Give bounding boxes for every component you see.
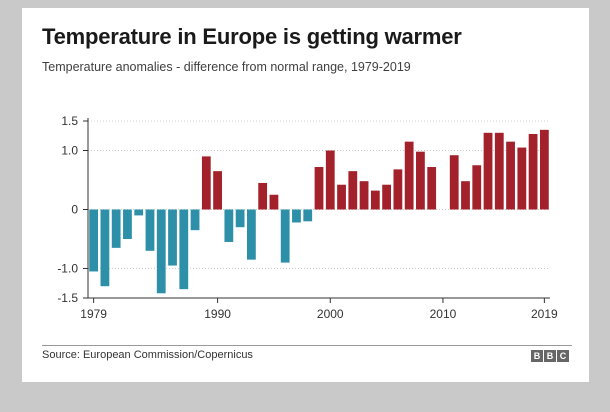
bar <box>179 209 189 290</box>
bar <box>292 209 301 223</box>
chart-card: Temperature in Europe is getting warmer … <box>22 8 589 382</box>
y-tick-label: -1.0 <box>57 262 78 276</box>
source-note: Source: European Commission/Copernicus <box>42 349 253 361</box>
bar <box>528 133 538 210</box>
bar <box>483 132 493 210</box>
bar <box>168 209 177 266</box>
bar <box>246 209 256 260</box>
bars <box>89 129 549 294</box>
bar <box>258 182 268 210</box>
bar <box>416 151 425 210</box>
logo-letter: B <box>544 350 556 362</box>
bar <box>100 209 110 287</box>
x-tick-label: 1990 <box>204 307 231 321</box>
bar <box>134 209 144 216</box>
bar <box>269 194 279 210</box>
bar <box>224 209 234 242</box>
bar <box>393 169 403 210</box>
bar <box>280 209 290 263</box>
bar <box>494 132 504 210</box>
bar <box>472 165 482 210</box>
bar <box>517 147 527 210</box>
bar <box>506 141 515 210</box>
bar <box>427 167 437 210</box>
bar <box>156 209 166 294</box>
bar <box>314 167 324 210</box>
bar <box>201 156 211 210</box>
bar <box>449 155 459 210</box>
bbc-logo: B B C <box>531 350 569 362</box>
x-tick-label: 2010 <box>430 307 457 321</box>
bar <box>382 184 392 210</box>
chart-title: Temperature in Europe is getting warmer <box>42 24 462 49</box>
bar <box>370 190 380 210</box>
bar <box>235 209 245 228</box>
bar <box>303 209 313 222</box>
bar <box>359 181 369 210</box>
logo-letter: B <box>531 350 543 362</box>
bar <box>213 171 222 210</box>
bar <box>404 141 414 210</box>
bar <box>539 129 549 210</box>
bar <box>123 209 132 239</box>
bar <box>145 209 155 251</box>
y-tick-label: -1.5 <box>57 291 78 305</box>
x-tick-label: 2019 <box>531 307 558 321</box>
bar <box>89 209 99 272</box>
bar <box>325 150 335 210</box>
bar <box>111 209 121 248</box>
bar <box>348 171 358 210</box>
bar <box>190 209 200 231</box>
chart-subtitle: Temperature anomalies - difference from … <box>42 60 411 74</box>
logo-letter: C <box>557 350 569 362</box>
x-tick-label: 1979 <box>80 307 107 321</box>
y-tick-label: 1.5 <box>61 114 78 128</box>
x-tick-label: 2000 <box>317 307 344 321</box>
bar <box>461 181 470 210</box>
source-divider <box>42 345 572 346</box>
y-tick-label: 0 <box>71 203 78 217</box>
bar <box>337 184 346 210</box>
y-tick-label: 1.0 <box>61 144 78 158</box>
